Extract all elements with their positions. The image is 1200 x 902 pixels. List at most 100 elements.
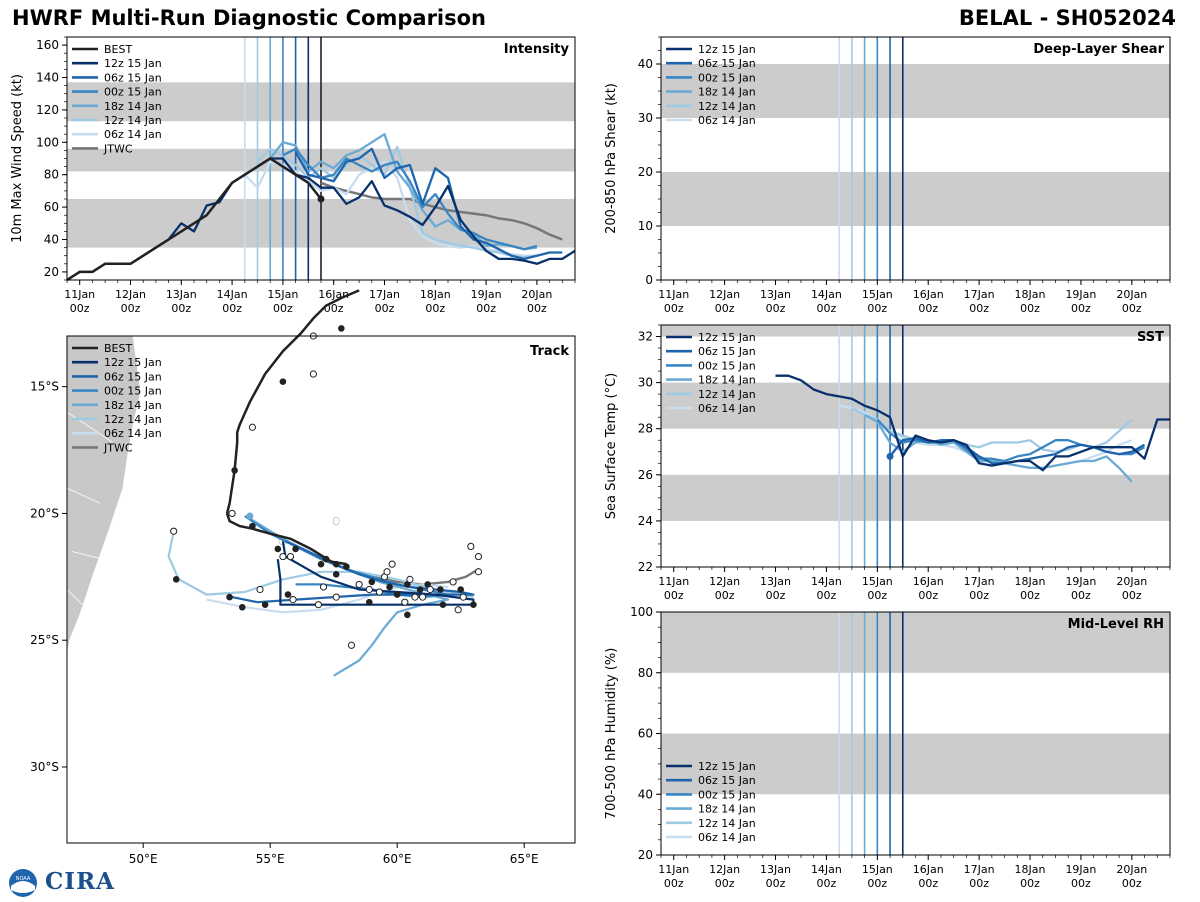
track-dot-filled: [231, 467, 238, 474]
lon-tick-label: 65°E: [510, 852, 539, 866]
series-line: [775, 374, 1170, 472]
y-tick-label: 30: [638, 111, 653, 125]
y-tick-label: 30: [638, 376, 653, 390]
track-dot-open: [256, 585, 264, 594]
track-dot-filled: [332, 570, 340, 578]
track-dot-open: [411, 593, 419, 601]
x-tick-label: 17Jan: [964, 863, 995, 876]
legend-label: 18z 14 Jan: [104, 399, 162, 412]
lat-tick-label: 25°S: [30, 633, 59, 647]
legend-label: JTWC: [103, 441, 133, 454]
legend-label: 06z 14 Jan: [104, 128, 162, 141]
legend-label: 00z 15 Jan: [104, 385, 162, 398]
legend-label: 12z 14 Jan: [104, 413, 162, 426]
x-tick-label: 00z: [918, 589, 938, 602]
legend-label: 00z 15 Jan: [698, 788, 756, 801]
x-tick-label: 00z: [273, 302, 293, 315]
legend-label: 06z 15 Jan: [698, 345, 756, 358]
track-dot-open: [459, 593, 467, 601]
track-dot-open: [467, 542, 475, 551]
x-tick-label: 18Jan: [1015, 863, 1046, 876]
track-dot-open: [332, 593, 340, 601]
region-border: [66, 487, 101, 504]
legend-label: 18z 14 Jan: [698, 86, 756, 99]
track-dot-open: [289, 596, 297, 604]
x-tick-label: 00z: [817, 302, 837, 315]
track-dot-filled: [338, 325, 345, 332]
legend-label: 06z 14 Jan: [698, 831, 756, 844]
legend-label: 00z 15 Jan: [698, 71, 756, 84]
panel-sst: 22242628303211Jan00z12Jan00z13Jan00z14Ja…: [604, 324, 1171, 602]
track-dot-open: [474, 568, 483, 576]
cira-logo-text: CIRA: [45, 868, 116, 895]
track-dot-open: [383, 568, 391, 576]
y-tick-label: 160: [36, 38, 59, 52]
x-tick-label: 00z: [1122, 302, 1142, 315]
x-tick-label: 13Jan: [166, 288, 197, 301]
x-tick-label: 19Jan: [1065, 863, 1096, 876]
track-dot-open: [286, 552, 295, 561]
track-dot-model: [246, 512, 254, 520]
y-tick-label: 40: [638, 57, 653, 71]
legend-label: JTWC: [103, 142, 133, 155]
track-dot-open: [314, 601, 323, 609]
map-frame: [66, 335, 576, 844]
x-tick-label: 20Jan: [1116, 575, 1147, 588]
best-current-marker: [317, 195, 325, 203]
x-tick-label: 12Jan: [709, 575, 740, 588]
x-tick-label: 17Jan: [369, 288, 400, 301]
track-dot-filled: [368, 578, 376, 586]
y-tick-label: 10: [638, 219, 653, 233]
track-dot-filled: [365, 598, 373, 606]
x-tick-label: 00z: [1122, 589, 1142, 602]
x-tick-label: 13Jan: [760, 575, 791, 588]
x-tick-label: 16Jan: [913, 863, 944, 876]
x-tick-label: 20Jan: [521, 288, 552, 301]
x-tick-label: 00z: [918, 877, 938, 890]
y-tick-label: 100: [630, 605, 653, 619]
x-tick-label: 12Jan: [709, 863, 740, 876]
legend-label: 12z 15 Jan: [104, 57, 162, 70]
panel-rh: 2040608010011Jan00z12Jan00z13Jan00z14Jan…: [604, 605, 1171, 890]
legend-label: 00z 15 Jan: [104, 86, 162, 99]
legend-label: 12z 14 Jan: [698, 817, 756, 830]
x-tick-label: 00z: [476, 302, 496, 315]
storm-id-title: BELAL - SH052024: [958, 6, 1176, 30]
y-tick-label: 20: [638, 165, 653, 179]
y-tick-label: 40: [44, 233, 59, 247]
x-tick-label: 14Jan: [811, 288, 842, 301]
y-tick-label: 32: [638, 330, 653, 344]
track-dot-filled: [249, 522, 256, 530]
x-tick-label: 00z: [664, 302, 684, 315]
lat-tick-label: 20°S: [30, 506, 59, 520]
lat-tick-label: 30°S: [30, 760, 59, 774]
noaa-logo-icon: NOAA: [9, 869, 37, 897]
legend-label: 12z 14 Jan: [104, 114, 162, 127]
legend-label: 06z 15 Jan: [104, 370, 162, 383]
x-tick-label: 00z: [375, 302, 395, 315]
x-tick-label: 16Jan: [913, 575, 944, 588]
x-tick-label: 16Jan: [913, 288, 944, 301]
track-dot-open: [426, 585, 434, 594]
shaded-band: [661, 172, 1170, 226]
y-tick-label: 100: [36, 135, 59, 149]
shaded-band: [661, 64, 1170, 118]
x-tick-label: 14Jan: [811, 575, 842, 588]
legend-label: BEST: [104, 342, 132, 355]
y-tick-label: 22: [638, 560, 653, 574]
track-dot-open: [401, 598, 409, 606]
x-tick-label: 12Jan: [115, 288, 146, 301]
x-tick-label: 00z: [715, 302, 735, 315]
y-tick-label: 80: [638, 666, 653, 680]
x-tick-label: 00z: [1020, 302, 1040, 315]
x-tick-label: 13Jan: [760, 863, 791, 876]
track-dot-filled: [284, 591, 292, 598]
y-tick-label: 60: [638, 727, 653, 741]
lon-tick-label: 60°E: [383, 852, 412, 866]
panel-title: Deep-Layer Shear: [1033, 42, 1164, 57]
shaded-band: [661, 382, 1170, 429]
madagascar-land: [66, 335, 142, 653]
track-dot-open: [375, 588, 384, 596]
y-tick-label: 40: [638, 787, 653, 801]
panel-shear: 01020304011Jan00z12Jan00z13Jan00z14Jan00…: [604, 36, 1171, 315]
